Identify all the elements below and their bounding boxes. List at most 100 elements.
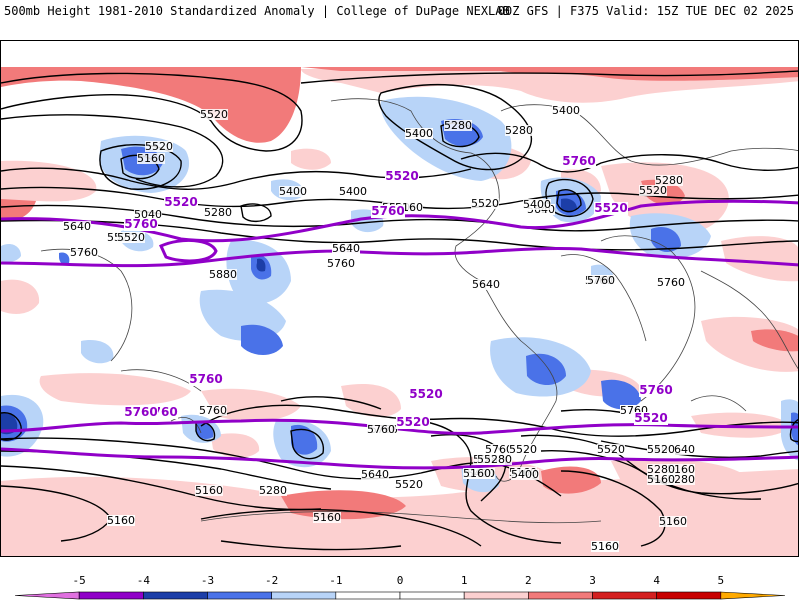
contour-label: 5520 — [471, 197, 499, 210]
highlight-contour-label: 5760 — [371, 204, 404, 218]
contour-label: 5280 — [505, 124, 533, 137]
highlight-label-bg — [164, 196, 198, 209]
colorbar-ticks: -5 -4 -3 -2 -1 0 1 2 3 4 5 — [73, 574, 725, 587]
contour-label: 5760 — [367, 423, 395, 436]
contour-label: 5760 — [657, 276, 685, 289]
colorbar-swatch — [335, 591, 401, 600]
contour-label-bg — [327, 258, 355, 269]
highlight-contour-label: 5520 — [634, 411, 667, 425]
highlight-contour-label: 5520 — [385, 169, 418, 183]
contour-label-bg — [587, 275, 615, 286]
highlight-label-bg — [562, 155, 596, 168]
contour-label-bg — [395, 202, 423, 213]
contour-label: 5520 — [395, 478, 423, 491]
colorbar-swatch — [271, 591, 337, 600]
colorbar-tick-label: 1 — [461, 574, 468, 587]
contour-label: 5640 — [332, 242, 360, 255]
contour-label: 5280 — [484, 453, 512, 466]
contour-label-bg — [647, 444, 675, 455]
contour-label-bg — [134, 209, 162, 220]
highlight-contour-label: 5760 — [562, 154, 595, 168]
highlight-contour-label: 5520 — [409, 387, 442, 401]
highlight-label-bg — [639, 384, 673, 397]
contour-label-bg — [505, 125, 533, 136]
contour-label-bg — [511, 469, 539, 480]
colorbar-tick-label: 4 — [653, 574, 660, 587]
contour-label-bg — [552, 105, 580, 116]
contour-label-bg — [405, 128, 433, 139]
contour-label-bg — [667, 474, 695, 485]
highlight-contour-label: 5520 — [594, 201, 627, 215]
colorbar-tick-label: 0 — [397, 574, 404, 587]
highlight-contour-label: 5760 — [639, 383, 672, 397]
contour-label: 5160 — [195, 484, 223, 497]
contour-label: 5520 — [145, 140, 173, 153]
contour-label-bg — [259, 485, 287, 496]
colorbar-tick-label: -5 — [73, 574, 86, 587]
contour-label: 5280 — [647, 463, 675, 476]
colorbar-legend: -5 -4 -3 -2 -1 0 1 2 3 4 5 — [14, 574, 786, 600]
contour-label: 5160 — [107, 514, 135, 527]
contour-label: 5160 — [463, 467, 491, 480]
highlight-label-bg — [124, 406, 158, 419]
contour-label-bg — [472, 279, 500, 290]
contour-label: 5400 — [552, 104, 580, 117]
highlight-label-bg — [189, 373, 223, 386]
contour-label-bg — [209, 269, 237, 280]
contour-label-bg — [620, 405, 648, 416]
anomaly-map: 5520540052805160552051605280552052805040… — [1, 67, 798, 556]
colorbar-swatch — [656, 591, 722, 600]
contour-label-bg — [659, 516, 687, 527]
highlight-contour-label: 5520 — [164, 195, 197, 209]
highlight-label-bg — [371, 205, 405, 218]
negative-anomaly-shading — [1, 96, 798, 493]
highlight-contour-label: 5760 — [124, 405, 157, 419]
contour-label-bg — [484, 454, 512, 465]
colorbar-tick-label: 5 — [718, 574, 725, 587]
contour-label: 5520 — [200, 108, 228, 121]
contour-label-bg — [523, 199, 551, 210]
contour-label-bg — [279, 186, 307, 197]
contour-label: 5160 — [313, 511, 341, 524]
contour-label: 5760 — [327, 257, 355, 270]
highlight-contour-labels: 5520 5760 5520 5760 5520 5760 5760 5520 5760 5760… — [124, 154, 673, 429]
colorbar-swatch — [592, 591, 657, 600]
contour-label: 5400 — [339, 185, 367, 198]
contour-label-bg — [667, 464, 695, 475]
contour-label-bg — [107, 515, 135, 526]
contour-label: 5640 — [472, 278, 500, 291]
contour-label-bg — [667, 444, 695, 455]
contour-label: 5400 — [511, 468, 539, 481]
contour-label-bg — [655, 175, 683, 186]
contour-label-bg — [313, 512, 341, 523]
highlight-label-bg — [409, 388, 443, 401]
contour-label: 5760 — [199, 404, 227, 417]
contour-label-bg — [70, 247, 98, 258]
map-panel: 5520540052805160552051605280552052805040… — [0, 40, 799, 557]
contour-label: 5160 — [137, 152, 165, 165]
colorbar-swatch — [399, 591, 465, 600]
contour-label-bg — [367, 424, 395, 435]
contour-label: 5280 — [655, 174, 683, 187]
contour-label: 5280 — [204, 206, 232, 219]
colorbar-swatch — [528, 591, 593, 600]
highlight-label-bg — [124, 218, 158, 231]
contour-label-bg — [63, 221, 91, 232]
contour-label: 5520 — [509, 443, 537, 456]
colorbar-swatch — [207, 591, 272, 600]
contour-label-bg — [657, 277, 685, 288]
highlight-contour-label: 5760 — [124, 217, 157, 231]
contour-label: 5160 — [659, 515, 687, 528]
contour-label-bg — [339, 186, 367, 197]
contour-label: 5160 — [591, 540, 619, 553]
colorbar-tick-label: -1 — [329, 574, 342, 587]
highlight-contour-label: 5760 — [189, 372, 222, 386]
contour-label-bg — [199, 405, 227, 416]
contour-label-bg — [463, 468, 491, 479]
model-run-info: 00Z GFS | F375 Valid: 15Z TUE DEC 02 202… — [497, 4, 794, 18]
contour-label-bg — [195, 485, 223, 496]
highlight-label-bg — [594, 202, 628, 215]
contour-label: 5760 — [485, 443, 513, 456]
highlight-label-bg — [634, 412, 668, 425]
colorbar-tick-label: 2 — [525, 574, 532, 587]
